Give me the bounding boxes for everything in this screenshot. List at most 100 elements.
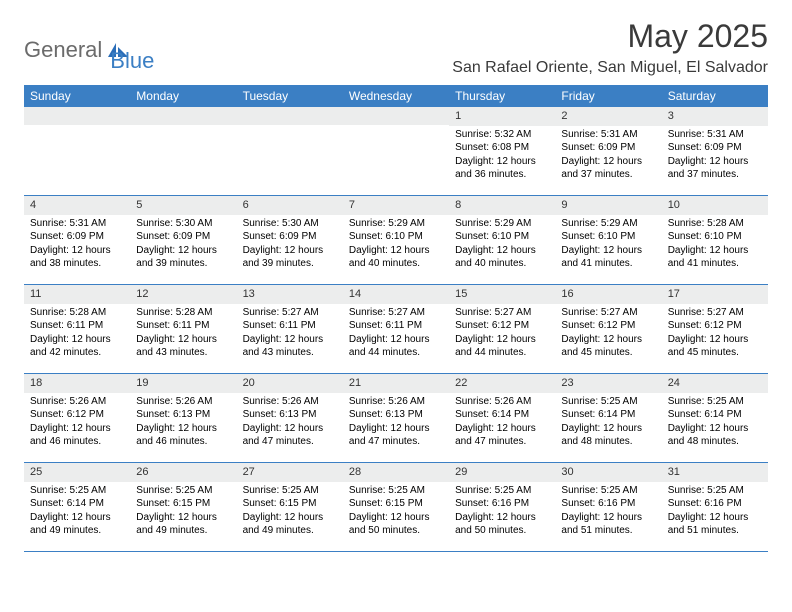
day-body: Sunrise: 5:29 AMSunset: 6:10 PMDaylight:… (555, 215, 661, 275)
sunrise-line: Sunrise: 5:27 AM (668, 306, 762, 320)
day-number: 19 (130, 374, 236, 393)
daylight-line: Daylight: 12 hours and 40 minutes. (349, 244, 443, 271)
week-row: 18Sunrise: 5:26 AMSunset: 6:12 PMDayligh… (24, 374, 768, 463)
sunset-line: Sunset: 6:11 PM (349, 319, 443, 333)
day-body: Sunrise: 5:26 AMSunset: 6:13 PMDaylight:… (237, 393, 343, 453)
daylight-line: Daylight: 12 hours and 46 minutes. (30, 422, 124, 449)
daylight-line: Daylight: 12 hours and 44 minutes. (455, 333, 549, 360)
sunset-line: Sunset: 6:14 PM (30, 497, 124, 511)
sunrise-line: Sunrise: 5:28 AM (30, 306, 124, 320)
sunset-line: Sunset: 6:12 PM (668, 319, 762, 333)
daylight-line: Daylight: 12 hours and 47 minutes. (349, 422, 443, 449)
sunrise-line: Sunrise: 5:25 AM (561, 484, 655, 498)
sunrise-line: Sunrise: 5:25 AM (455, 484, 549, 498)
logo-text-blue: Blue (110, 48, 154, 74)
sunset-line: Sunset: 6:08 PM (455, 141, 549, 155)
sunrise-line: Sunrise: 5:25 AM (561, 395, 655, 409)
daylight-line: Daylight: 12 hours and 51 minutes. (668, 511, 762, 538)
day-body: Sunrise: 5:25 AMSunset: 6:14 PMDaylight:… (555, 393, 661, 453)
day-body: Sunrise: 5:26 AMSunset: 6:13 PMDaylight:… (343, 393, 449, 453)
day-body: Sunrise: 5:25 AMSunset: 6:16 PMDaylight:… (555, 482, 661, 542)
daylight-line: Daylight: 12 hours and 47 minutes. (243, 422, 337, 449)
sunset-line: Sunset: 6:11 PM (30, 319, 124, 333)
week-row: 11Sunrise: 5:28 AMSunset: 6:11 PMDayligh… (24, 285, 768, 374)
day-cell: 22Sunrise: 5:26 AMSunset: 6:14 PMDayligh… (449, 374, 555, 462)
day-number (24, 107, 130, 125)
sunrise-line: Sunrise: 5:25 AM (668, 484, 762, 498)
sunrise-line: Sunrise: 5:25 AM (243, 484, 337, 498)
day-cell: 7Sunrise: 5:29 AMSunset: 6:10 PMDaylight… (343, 196, 449, 284)
weeks-container: 1 Sunrise: 5:32 AMSunset: 6:08 PM Daylight… (24, 107, 768, 552)
logo-text-general: General (24, 37, 102, 63)
sunrise-line: Sunrise: 5:32 AM (455, 128, 549, 142)
day-cell: 21Sunrise: 5:26 AMSunset: 6:13 PMDayligh… (343, 374, 449, 462)
sunset-line: Sunset: 6:16 PM (668, 497, 762, 511)
day-body: Sunrise: 5:25 AMSunset: 6:16 PMDaylight:… (449, 482, 555, 542)
day-cell: 6Sunrise: 5:30 AMSunset: 6:09 PMDaylight… (237, 196, 343, 284)
daylight-line: Daylight: 12 hours and 43 minutes. (136, 333, 230, 360)
sunset-line: Sunset: 6:09 PM (561, 141, 655, 155)
sunset-line: Sunset: 6:09 PM (668, 141, 762, 155)
day-body: Sunrise: 5:27 AMSunset: 6:12 PMDaylight:… (555, 304, 661, 364)
day-cell: 17 Sunrise: 5:27 AMSunset: 6:12 PMDayligh… (662, 285, 768, 373)
day-number (237, 107, 343, 125)
day-cell: 29Sunrise: 5:25 AMSunset: 6:16 PMDayligh… (449, 463, 555, 551)
sunset-line: Sunset: 6:14 PM (455, 408, 549, 422)
sunset-line: Sunset: 6:11 PM (136, 319, 230, 333)
sunrise-line: Sunrise: 5:25 AM (136, 484, 230, 498)
day-number (130, 107, 236, 125)
day-number: 11 (24, 285, 130, 304)
header: General Blue May 2025 San Rafael Oriente… (24, 18, 768, 77)
day-number: 10 (662, 196, 768, 215)
sunset-line: Sunset: 6:10 PM (349, 230, 443, 244)
dow-cell: Sunday (24, 85, 130, 107)
day-cell: 19Sunrise: 5:26 AMSunset: 6:13 PMDayligh… (130, 374, 236, 462)
sunset-line: Sunset: 6:13 PM (243, 408, 337, 422)
daylight-line: Daylight: 12 hours and 45 minutes. (561, 333, 655, 360)
day-body: Sunrise: 5:29 AMSunset: 6:10 PMDaylight:… (343, 215, 449, 275)
day-number: 20 (237, 374, 343, 393)
day-body: Sunrise: 5:26 AMSunset: 6:12 PMDaylight:… (24, 393, 130, 453)
day-body: Sunrise: 5:25 AMSunset: 6:14 PMDaylight:… (662, 393, 768, 453)
day-body: Sunrise: 5:26 AMSunset: 6:13 PMDaylight:… (130, 393, 236, 453)
sunset-line: Sunset: 6:10 PM (668, 230, 762, 244)
sunrise-line: Sunrise: 5:27 AM (349, 306, 443, 320)
day-cell: 27Sunrise: 5:25 AMSunset: 6:15 PMDayligh… (237, 463, 343, 551)
sunrise-line: Sunrise: 5:31 AM (561, 128, 655, 142)
sunrise-line: Sunrise: 5:26 AM (30, 395, 124, 409)
day-number: 29 (449, 463, 555, 482)
sunset-line: Sunset: 6:10 PM (455, 230, 549, 244)
day-cell (130, 107, 236, 195)
month-title: May 2025 (452, 18, 768, 55)
daylight-line: Daylight: 12 hours and 39 minutes. (136, 244, 230, 271)
day-cell: 18Sunrise: 5:26 AMSunset: 6:12 PMDayligh… (24, 374, 130, 462)
day-body: Sunrise: 5:31 AMSunset: 6:09 PMDaylight:… (662, 126, 768, 186)
day-cell: 9Sunrise: 5:29 AMSunset: 6:10 PMDaylight… (555, 196, 661, 284)
daylight-line: Daylight: 12 hours and 44 minutes. (349, 333, 443, 360)
day-cell: 20Sunrise: 5:26 AMSunset: 6:13 PMDayligh… (237, 374, 343, 462)
sunset-line: Sunset: 6:14 PM (668, 408, 762, 422)
day-number: 13 (237, 285, 343, 304)
sunrise-line: Sunrise: 5:26 AM (349, 395, 443, 409)
day-cell (343, 107, 449, 195)
sunrise-line: Sunrise: 5:30 AM (136, 217, 230, 231)
day-number: 3 (662, 107, 768, 126)
day-number: 14 (343, 285, 449, 304)
day-number: 17 (662, 285, 768, 304)
day-number: 15 (449, 285, 555, 304)
sunrise-line: Sunrise: 5:29 AM (561, 217, 655, 231)
dow-cell: Monday (130, 85, 236, 107)
day-number: 6 (237, 196, 343, 215)
day-number: 12 (130, 285, 236, 304)
sunset-line: Sunset: 6:15 PM (243, 497, 337, 511)
sunset-line: Sunset: 6:12 PM (30, 408, 124, 422)
day-body: Sunrise: 5:26 AMSunset: 6:14 PMDaylight:… (449, 393, 555, 453)
day-body: Sunrise: 5:30 AMSunset: 6:09 PMDaylight:… (237, 215, 343, 275)
daylight-line: Daylight: 12 hours and 45 minutes. (668, 333, 762, 360)
daylight-line: Daylight: 12 hours and 37 minutes. (668, 155, 762, 182)
day-number: 1 (449, 107, 555, 126)
sunset-line: Sunset: 6:10 PM (561, 230, 655, 244)
day-number: 28 (343, 463, 449, 482)
daylight-line: Daylight: 12 hours and 51 minutes. (561, 511, 655, 538)
sunset-line: Sunset: 6:14 PM (561, 408, 655, 422)
